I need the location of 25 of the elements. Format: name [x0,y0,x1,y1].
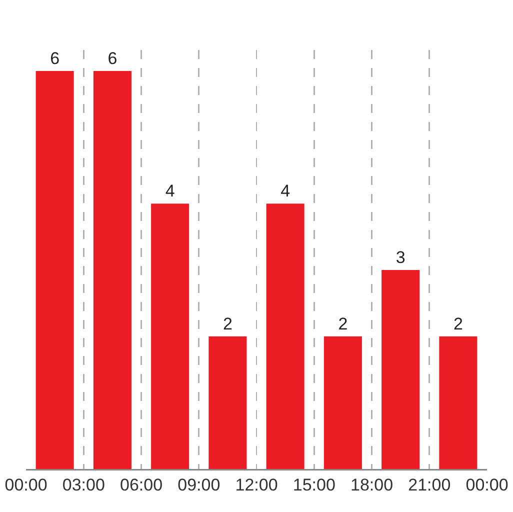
x-tick-label: 03:00 [62,476,105,495]
data-label: 2 [453,314,463,334]
data-label: 6 [108,48,118,68]
x-tick-label: 09:00 [178,476,220,495]
data-label: 4 [165,182,175,201]
bar [439,336,478,469]
x-tick-label: 18:00 [350,476,394,495]
bar [208,336,247,469]
x-tick-label: 21:00 [408,476,451,495]
data-label: 2 [222,314,232,334]
bar [93,70,132,469]
bar [151,204,190,469]
x-tick-label: 12:00 [235,476,278,495]
x-tick-label: 15:00 [292,476,336,495]
data-label: 6 [50,48,60,68]
x-tick-label: 06:00 [120,476,163,495]
data-label: 2 [338,314,348,334]
bar [382,270,420,469]
x-tick-label: 00:00 [4,476,48,495]
bar [36,70,74,469]
data-label: 4 [280,182,290,201]
bar [324,336,362,469]
data-label: 3 [396,248,406,267]
bar [266,204,304,469]
x-tick-label: 00:00 [466,476,508,495]
